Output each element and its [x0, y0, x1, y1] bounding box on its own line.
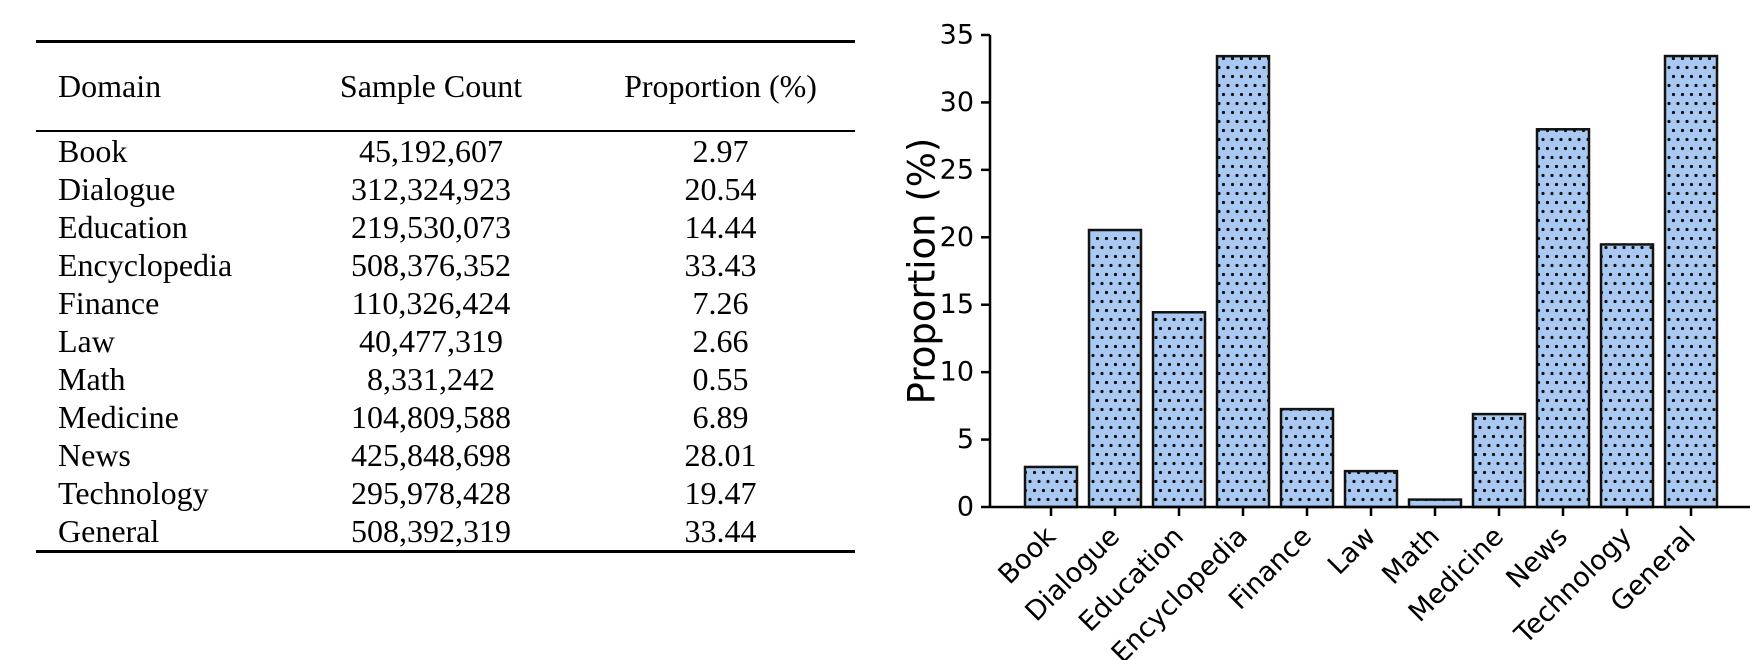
proportion-cell: 33.43	[684, 247, 757, 283]
y-tick-label: 35	[940, 20, 974, 51]
proportion-cell: 0.55	[692, 361, 749, 397]
domain-cell: Math	[58, 361, 126, 397]
y-tick-label: 30	[940, 87, 974, 118]
domain-cell: Finance	[58, 285, 160, 321]
header-row: Domain Sample Count Proportion (%)	[36, 41, 855, 132]
proportion-cell: 7.26	[692, 285, 749, 321]
col-header-proportion: Proportion (%)	[586, 41, 855, 132]
y-tick-label: 0	[957, 492, 974, 523]
domain-cell: Book	[58, 133, 128, 169]
proportion-cell: 28.01	[684, 437, 757, 473]
y-tick-label: 15	[940, 289, 974, 320]
table-row: Finance 110,326,424 7.26	[36, 284, 855, 322]
table-row: Education 219,530,073 14.44	[36, 208, 855, 246]
sample-count-cell: 40,477,319	[359, 323, 503, 359]
domain-cell: News	[58, 437, 131, 473]
table-row: Technology 295,978,428 19.47	[36, 474, 855, 512]
domain-cell: Technology	[58, 475, 209, 511]
y-tick-label: 25	[940, 154, 974, 185]
proportion-cell: 14.44	[684, 209, 757, 245]
proportion-cell: 33.44	[684, 513, 757, 549]
domain-table: Domain Sample Count Proportion (%) Book 4…	[36, 40, 855, 553]
bar-chart-svg: 05101520253035BookDialogueEducationEncyc…	[901, 20, 1750, 660]
table-row: Math 8,331,242 0.55	[36, 360, 855, 398]
bar-dialogue	[1087, 228, 1143, 509]
domain-cell: Dialogue	[58, 171, 176, 207]
table-row: Medicine 104,809,588 6.89	[36, 398, 855, 436]
proportion-cell: 20.54	[684, 171, 757, 207]
table-row: Encyclopedia 508,376,352 33.43	[36, 246, 855, 284]
sample-count-cell: 110,326,424	[351, 285, 511, 321]
bar-medicine	[1471, 412, 1527, 509]
domain-table-body: Book 45,192,607 2.97 Dialogue 312,324,923 20.…	[36, 131, 855, 552]
sample-count-cell: 425,848,698	[351, 437, 511, 473]
domain-cell: Encyclopedia	[58, 247, 233, 283]
bar-finance	[1279, 407, 1335, 509]
proportion-cell: 19.47	[684, 475, 757, 511]
sample-count-cell: 508,392,319	[351, 513, 511, 549]
y-tick-label: 5	[957, 424, 974, 455]
proportion-cell: 2.97	[692, 133, 749, 169]
table-row: Dialogue 312,324,923 20.54	[36, 170, 855, 208]
bar-general	[1663, 54, 1719, 509]
domain-cell: General	[58, 513, 160, 549]
proportion-bar-chart: 0 5 10 15 20 25 30 35 Book Dialogue Education Encyc…	[870, 0, 1752, 660]
domain-table-header: Domain Sample Count Proportion (%)	[36, 41, 855, 132]
bar-law	[1343, 469, 1399, 509]
col-header-domain: Domain	[36, 41, 276, 132]
sample-count-cell: 295,978,428	[351, 475, 511, 511]
domain-cell: Law	[58, 323, 115, 359]
domain-cell: Medicine	[58, 399, 179, 435]
sample-count-cell: 508,376,352	[351, 247, 511, 283]
y-tick-label: 10	[940, 357, 974, 388]
proportion-cell: 2.66	[692, 323, 749, 359]
bar-encyclopedia	[1215, 54, 1271, 509]
bar-news	[1535, 128, 1591, 509]
table-row: News 425,848,698 28.01	[36, 436, 855, 474]
bar-technology	[1599, 243, 1655, 509]
bar-education	[1151, 311, 1207, 509]
bar-book	[1023, 465, 1079, 509]
sample-count-cell: 104,809,588	[351, 399, 511, 435]
table-row: Book 45,192,607 2.97	[36, 131, 855, 170]
sample-count-cell: 8,331,242	[367, 361, 495, 397]
table-row: General 508,392,319 33.44	[36, 512, 855, 552]
table-row: Law 40,477,319 2.66	[36, 322, 855, 360]
sample-count-cell: 45,192,607	[359, 133, 503, 169]
col-header-sample-count: Sample Count	[276, 41, 586, 132]
sample-count-cell: 312,324,923	[351, 171, 511, 207]
y-axis-label: Proportion (%)	[901, 138, 944, 405]
sample-count-cell: 219,530,073	[351, 209, 511, 245]
domain-cell: Education	[58, 209, 188, 245]
y-tick-label: 20	[940, 222, 974, 253]
domain-table-panel: Domain Sample Count Proportion (%) Book 4…	[36, 40, 855, 553]
x-tick-label: Law	[1322, 521, 1382, 581]
proportion-cell: 6.89	[692, 399, 749, 435]
